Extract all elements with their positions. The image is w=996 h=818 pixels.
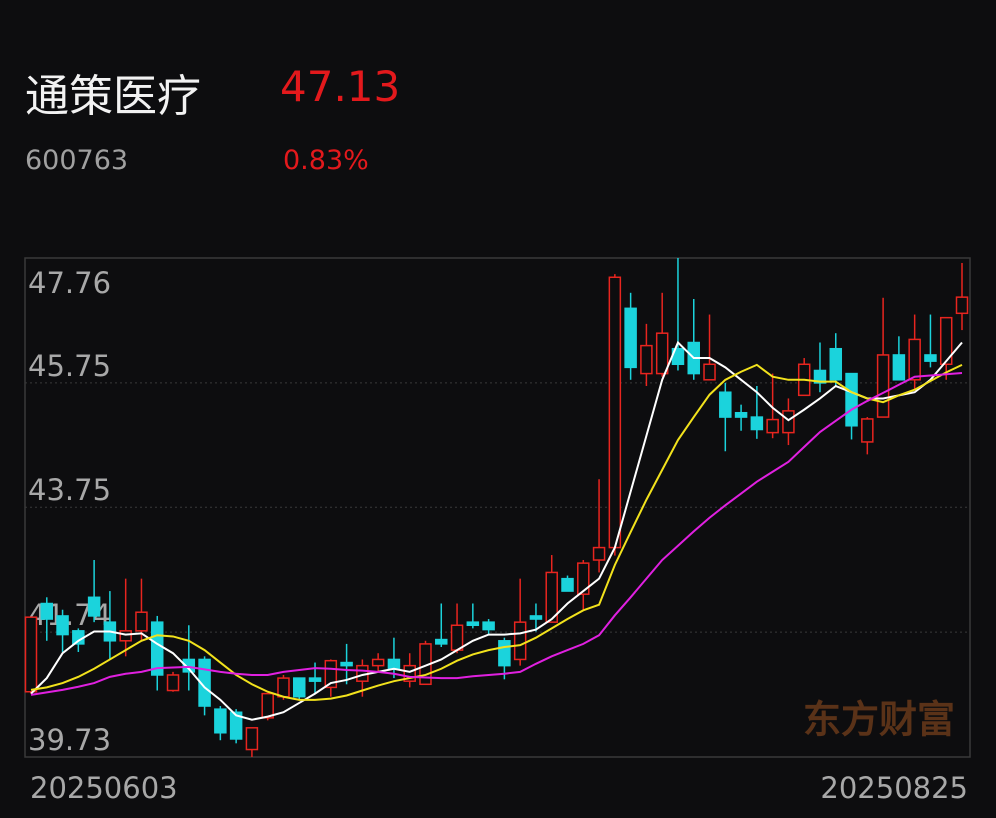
- candle-body: [750, 416, 764, 431]
- candle-body: [40, 602, 54, 620]
- candle-body: [829, 347, 843, 381]
- y-tick-label: 47.76: [28, 266, 111, 300]
- candle-body: [608, 276, 622, 549]
- candle-body: [166, 674, 180, 692]
- candle-body: [703, 363, 716, 381]
- candle-body: [845, 372, 858, 427]
- candle-body: [466, 621, 480, 627]
- candle-body: [150, 621, 164, 676]
- candle-body: [924, 354, 937, 362]
- candle-body: [545, 571, 558, 623]
- moving-average-line: [30, 363, 963, 701]
- candle-body: [719, 391, 732, 418]
- candle-body: [498, 640, 511, 667]
- candle-body: [640, 344, 653, 375]
- candle-body: [435, 638, 448, 645]
- x-tick-label: 20250825: [820, 771, 968, 805]
- y-tick-label: 39.73: [28, 723, 111, 757]
- x-tick-label: 20250603: [30, 771, 178, 805]
- y-tick-label: 43.75: [28, 473, 111, 507]
- candle-body: [766, 418, 779, 434]
- candle-body: [655, 332, 669, 375]
- candle-body: [229, 711, 243, 740]
- candle-body: [308, 677, 322, 682]
- candle-body: [861, 418, 874, 443]
- price-change: 0.83%: [283, 145, 369, 176]
- candle-body: [592, 546, 606, 561]
- candle-body: [261, 692, 274, 719]
- candle-body: [403, 664, 416, 682]
- candle-body: [876, 354, 890, 418]
- candle-body: [245, 727, 259, 751]
- candle-body: [813, 369, 827, 384]
- candle-body: [24, 616, 38, 693]
- candle-body: [119, 630, 132, 642]
- candle-body: [198, 658, 211, 707]
- candle-body: [577, 562, 590, 595]
- candle-body: [624, 307, 637, 369]
- candle-body: [782, 410, 795, 434]
- candle-body: [450, 624, 464, 651]
- stock-name: 通策医疗: [25, 71, 201, 122]
- candle-body: [293, 677, 306, 698]
- candle-body: [324, 659, 338, 689]
- candle-body: [482, 621, 495, 631]
- candle-body: [939, 316, 953, 366]
- candle-body: [734, 411, 748, 418]
- candle-body: [908, 338, 921, 381]
- candle-body: [56, 615, 69, 636]
- candle-body: [340, 661, 353, 667]
- stock-code: 600763: [25, 145, 129, 176]
- y-tick-label: 45.75: [28, 349, 111, 383]
- candle-body: [182, 658, 196, 673]
- candle-body: [214, 708, 227, 734]
- candle-body: [135, 611, 148, 632]
- candle-body: [529, 615, 543, 620]
- moving-average-line: [30, 371, 963, 696]
- stock-price: 47.13: [280, 62, 401, 111]
- candle-body: [892, 354, 906, 381]
- candle-body: [387, 658, 401, 670]
- candle-body: [371, 658, 385, 667]
- candle-body: [513, 621, 527, 661]
- moving-average-line: [30, 340, 963, 721]
- candle-body: [955, 296, 969, 315]
- candle-body: [87, 596, 101, 617]
- candle-body: [277, 677, 290, 698]
- watermark: 东方财富: [803, 698, 955, 742]
- candle-body: [561, 577, 574, 592]
